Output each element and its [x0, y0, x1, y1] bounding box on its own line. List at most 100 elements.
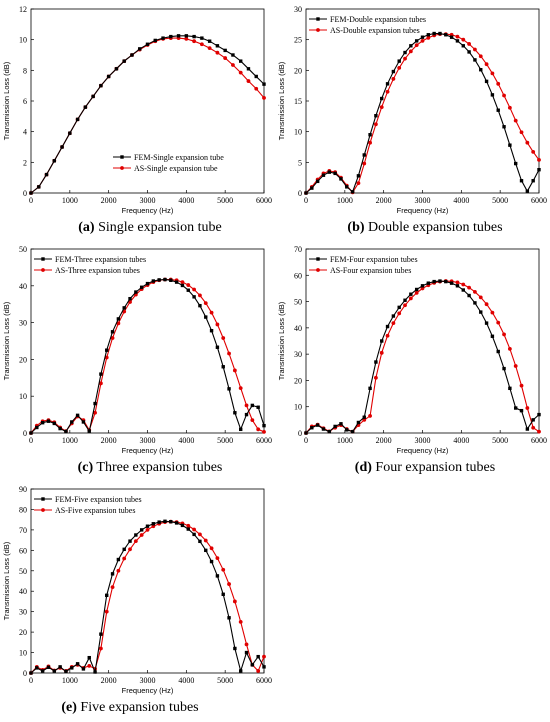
x-tick-label: 3000 — [140, 676, 156, 685]
chart-b: 0 1000 2000 3000 4000 5000 6000 0 5 10 15 20 25 30 Fre… — [277, 5, 547, 215]
data-point-fem — [215, 345, 220, 349]
x-tick-label: 0 — [29, 196, 33, 205]
x-tick-label: 4000 — [178, 436, 194, 445]
data-point-fem — [262, 82, 266, 86]
data-point-as — [356, 181, 361, 186]
data-point-as — [232, 599, 237, 604]
data-point-as — [207, 46, 212, 50]
data-point-fem — [192, 532, 196, 537]
chart-panel-c: 0 1000 2000 3000 4000 5000 6000 0 10 20 30 40 50 Freq… — [0, 240, 275, 480]
x-tick-label: 5000 — [492, 436, 508, 445]
data-point-fem — [304, 431, 308, 435]
y-axis-label: Transmission Loss (dB) — [277, 301, 286, 380]
data-point-as — [133, 539, 138, 544]
data-point-as — [110, 336, 115, 340]
data-point-fem — [145, 524, 150, 528]
data-point-as — [198, 293, 202, 298]
data-point-fem — [537, 167, 541, 172]
data-point-fem — [174, 280, 179, 284]
data-point-fem — [58, 665, 62, 669]
data-point-fem — [161, 36, 165, 40]
data-point-fem — [449, 35, 454, 39]
data-point-fem — [46, 665, 51, 669]
data-point-as — [461, 37, 466, 42]
legend-marker-fem — [316, 17, 320, 21]
data-point-as — [478, 295, 483, 300]
chart-panel-e: 0 1000 2000 3000 4000 5000 6000 0 10 20 30 40 50 60 70… — [0, 480, 275, 722]
x-tick-label: 0 — [29, 676, 33, 685]
data-point-fem — [231, 53, 235, 57]
data-point-as — [455, 280, 460, 285]
data-point-fem — [68, 131, 72, 135]
data-point-as — [368, 414, 372, 418]
data-point-as — [104, 609, 109, 614]
data-point-fem — [52, 159, 56, 163]
data-point-fem — [75, 117, 80, 122]
data-point-fem — [409, 44, 413, 48]
data-point-as — [227, 351, 231, 356]
data-point-fem — [106, 74, 111, 79]
data-point-as — [408, 49, 413, 54]
data-point-fem — [250, 663, 255, 667]
data-point-fem — [414, 287, 419, 292]
data-point-as — [184, 37, 189, 41]
y-tick-label: 70 — [294, 245, 302, 254]
data-point-fem — [327, 429, 331, 434]
data-point-fem — [514, 406, 518, 410]
y-axis-label: Transmission Loss (dB) — [2, 61, 11, 140]
legend-label-as: AS-Four expansion tubes — [330, 266, 411, 275]
data-point-fem — [310, 426, 314, 430]
data-point-fem — [426, 33, 431, 37]
data-point-fem — [508, 143, 512, 147]
data-point-fem — [391, 314, 396, 318]
data-point-fem — [223, 48, 227, 53]
data-point-fem — [110, 330, 115, 334]
data-point-fem — [484, 321, 489, 325]
y-axis-label: Transmission Loss (dB) — [2, 541, 11, 620]
data-point-as — [209, 546, 214, 551]
data-point-fem — [490, 334, 495, 338]
data-point-fem — [93, 401, 97, 406]
y-tick-label: 20 — [19, 355, 27, 364]
data-point-as — [199, 42, 204, 47]
data-point-as — [192, 287, 197, 292]
data-point-fem — [256, 654, 260, 659]
y-tick-label: 30 — [294, 350, 302, 359]
data-point-fem — [64, 429, 68, 434]
data-point-fem — [198, 539, 202, 544]
data-point-as — [186, 523, 191, 528]
data-point-fem — [479, 68, 483, 72]
data-point-fem — [200, 36, 204, 40]
data-point-fem — [29, 431, 33, 435]
data-point-as — [256, 427, 261, 432]
data-point-as — [87, 663, 92, 668]
data-point-fem — [227, 387, 231, 391]
y-tick-label: 40 — [19, 587, 27, 596]
data-point-fem — [455, 39, 460, 43]
data-point-as — [502, 332, 506, 337]
data-point-as — [513, 364, 518, 368]
data-point-as — [203, 538, 208, 543]
chart-d: 0 1000 2000 3000 4000 5000 6000 0 10 20 30 40 50 60 70… — [277, 245, 547, 455]
x-axis-label: Frequency (Hz) — [122, 206, 174, 215]
chart-a: 0 1000 2000 3000 4000 5000 6000 0 2 4 6 8 10 12 Freque… — [2, 5, 272, 215]
data-point-as — [221, 567, 226, 572]
legend-marker-as — [41, 508, 45, 512]
data-point-fem — [186, 288, 190, 292]
data-point-fem — [339, 177, 343, 181]
data-point-fem — [244, 412, 249, 417]
y-tick-label: 60 — [19, 546, 27, 555]
y-tick-label: 30 — [19, 608, 27, 617]
data-point-fem — [444, 33, 448, 37]
legend-label-fem: FEM-Three expansion tubes — [55, 255, 146, 264]
legend-label-fem: FEM-Five expansion tubes — [55, 495, 142, 504]
data-point-fem — [385, 82, 390, 86]
data-point-as — [496, 320, 501, 325]
x-tick-label: 1000 — [337, 196, 353, 205]
data-point-fem — [87, 655, 91, 660]
data-point-fem — [209, 559, 214, 564]
data-point-fem — [233, 646, 237, 651]
data-point-fem — [490, 93, 495, 97]
data-point-as — [362, 161, 367, 166]
data-point-fem — [414, 39, 419, 43]
